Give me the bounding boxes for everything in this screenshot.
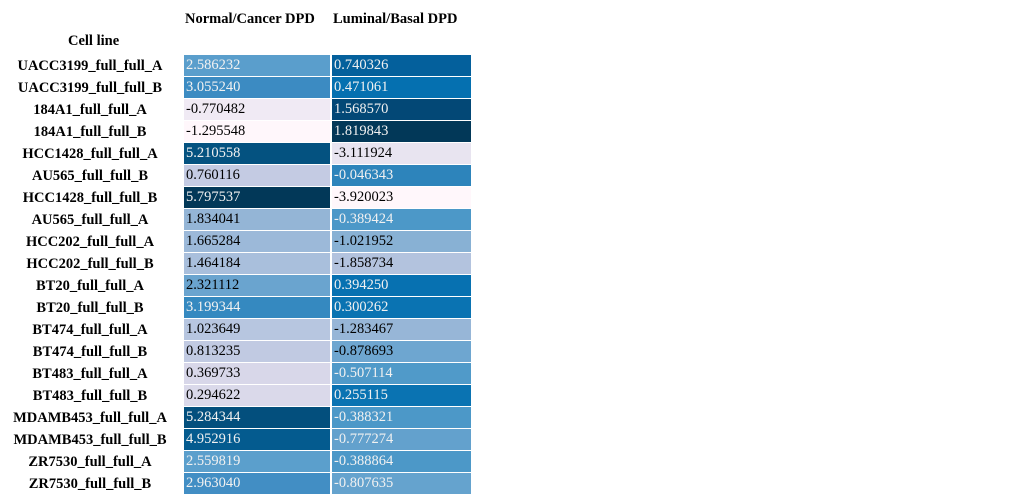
normal-cancer-cell: 5.284344 — [184, 407, 330, 428]
luminal-basal-cell: -1.858734 — [332, 253, 471, 274]
column-header-normal-cancer: Normal/Cancer DPD — [185, 11, 315, 27]
normal-cancer-cell: 1.834041 — [184, 209, 330, 230]
row-label: MDAMB453_full_full_B — [13, 432, 167, 448]
luminal-basal-cell: -0.878693 — [332, 341, 471, 362]
column-header-luminal-basal: Luminal/Basal DPD — [333, 11, 458, 27]
normal-cancer-cell: 0.294622 — [184, 385, 330, 406]
normal-cancer-cell: 0.369733 — [184, 363, 330, 384]
normal-cancer-cell: -0.770482 — [184, 99, 330, 120]
normal-cancer-cell: 1.665284 — [184, 231, 330, 252]
normal-cancer-cell: 2.321112 — [184, 275, 330, 296]
luminal-basal-cell: 0.300262 — [332, 297, 471, 318]
luminal-basal-cell: 0.394250 — [332, 275, 471, 296]
luminal-basal-cell: -1.283467 — [332, 319, 471, 340]
row-label: 184A1_full_full_B — [33, 124, 147, 140]
normal-cancer-cell: 3.199344 — [184, 297, 330, 318]
normal-cancer-cell: 2.586232 — [184, 55, 330, 76]
normal-cancer-cell: 0.760116 — [184, 165, 330, 186]
normal-cancer-cell: -1.295548 — [184, 121, 330, 142]
luminal-basal-cell: 0.255115 — [332, 385, 471, 406]
luminal-basal-cell: 1.819843 — [332, 121, 471, 142]
row-label: BT474_full_full_A — [32, 322, 148, 338]
row-label: HCC202_full_full_A — [25, 234, 155, 250]
normal-cancer-cell: 1.023649 — [184, 319, 330, 340]
row-label: BT483_full_full_B — [32, 388, 148, 404]
luminal-basal-cell: -3.111924 — [332, 143, 471, 164]
luminal-basal-cell: -0.046343 — [332, 165, 471, 186]
normal-cancer-cell: 3.055240 — [184, 77, 330, 98]
row-label: MDAMB453_full_full_A — [13, 410, 167, 426]
normal-cancer-cell: 2.559819 — [184, 451, 330, 472]
luminal-basal-cell: -0.777274 — [332, 429, 471, 450]
luminal-basal-cell: -0.388321 — [332, 407, 471, 428]
normal-cancer-cell: 1.464184 — [184, 253, 330, 274]
index-name-label: Cell line — [68, 33, 120, 49]
row-label: UACC3199_full_full_B — [17, 80, 163, 96]
row-label: BT483_full_full_A — [32, 366, 148, 382]
normal-cancer-cell: 4.952916 — [184, 429, 330, 450]
row-label: AU565_full_full_A — [31, 212, 149, 228]
normal-cancer-cell: 2.963040 — [184, 473, 330, 494]
row-label: ZR7530_full_full_B — [28, 476, 152, 492]
row-label: HCC1428_full_full_B — [22, 190, 158, 206]
luminal-basal-cell: -3.920023 — [332, 187, 471, 208]
luminal-basal-cell: -0.507114 — [332, 363, 471, 384]
row-label: 184A1_full_full_A — [33, 102, 147, 118]
row-label: HCC202_full_full_B — [26, 256, 154, 272]
luminal-basal-cell: -0.389424 — [332, 209, 471, 230]
normal-cancer-cell: 0.813235 — [184, 341, 330, 362]
row-label: ZR7530_full_full_A — [28, 454, 152, 470]
row-label: BT20_full_full_B — [36, 300, 144, 316]
normal-cancer-cell: 5.797537 — [184, 187, 330, 208]
luminal-basal-cell: -1.021952 — [332, 231, 471, 252]
row-label: HCC1428_full_full_A — [22, 146, 158, 162]
row-label: BT20_full_full_A — [36, 278, 144, 294]
row-label: UACC3199_full_full_A — [17, 58, 163, 74]
luminal-basal-cell: -0.807635 — [332, 473, 471, 494]
row-label: BT474_full_full_B — [32, 344, 148, 360]
luminal-basal-cell: -0.388864 — [332, 451, 471, 472]
normal-cancer-cell: 5.210558 — [184, 143, 330, 164]
luminal-basal-cell: 0.740326 — [332, 55, 471, 76]
row-label: AU565_full_full_B — [31, 168, 148, 184]
luminal-basal-cell: 0.471061 — [332, 77, 471, 98]
luminal-basal-cell: 1.568570 — [332, 99, 471, 120]
